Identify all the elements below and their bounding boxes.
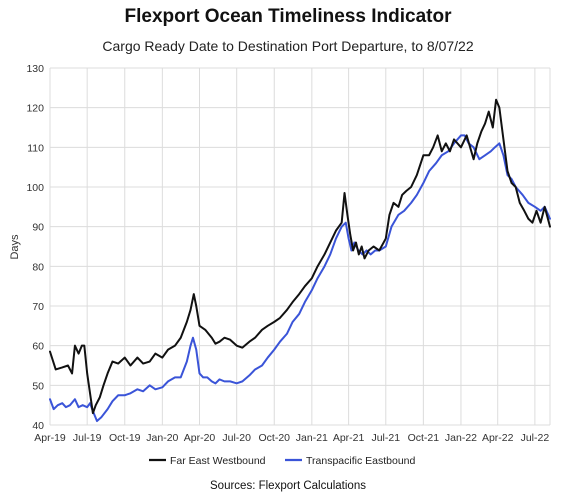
y-axis-title: Days xyxy=(9,234,21,260)
source-note: Sources: Flexport Calculations xyxy=(210,480,366,492)
y-tick-label: 120 xyxy=(26,103,44,115)
y-tick-label: 130 xyxy=(26,63,44,75)
y-axis-ticks: 40 50 60 70 80 90 100 110 120 130 xyxy=(26,63,44,432)
plot-lines xyxy=(49,98,551,423)
x-tick-label: Oct-21 xyxy=(408,432,440,444)
x-tick-label: Jan-20 xyxy=(146,432,178,444)
legend-label-far-east-westbound: Far East Westbound xyxy=(170,455,266,467)
x-tick-label: Apr-20 xyxy=(184,432,216,444)
y-tick-label: 110 xyxy=(27,142,44,154)
x-tick-label: Jul-21 xyxy=(371,432,400,444)
legend: Far East Westbound Transpacific Eastboun… xyxy=(149,455,415,467)
y-tick-label: 40 xyxy=(32,420,44,432)
x-tick-label: Jan-22 xyxy=(445,432,477,444)
x-tick-label: Jul-19 xyxy=(73,432,102,444)
series-line-far-east-westbound xyxy=(49,98,551,415)
x-tick-label: Apr-22 xyxy=(482,432,514,444)
x-tick-label: Jul-22 xyxy=(521,432,550,444)
y-tick-label: 70 xyxy=(32,301,44,313)
x-axis-ticks: Apr-19 Jul-19 Oct-19 Jan-20 Apr-20 Jul-20 Oct-… xyxy=(34,432,549,444)
x-tick-label: Jul-20 xyxy=(222,432,251,444)
y-tick-label: 80 xyxy=(32,261,44,273)
x-tick-label: Oct-19 xyxy=(109,432,141,444)
y-tick-label: 50 xyxy=(32,380,44,392)
y-tick-label: 60 xyxy=(32,341,44,353)
y-tick-label: 100 xyxy=(26,182,44,194)
chart-subtitle: Cargo Ready Date to Destination Port Dep… xyxy=(102,38,473,54)
x-tick-label: Apr-21 xyxy=(333,432,365,444)
legend-label-transpacific-eastbound: Transpacific Eastbound xyxy=(306,455,415,467)
chart-title: Flexport Ocean Timeliness Indicator xyxy=(125,6,453,27)
x-tick-label: Jan-21 xyxy=(296,432,328,444)
x-tick-label: Apr-19 xyxy=(34,432,66,444)
gridlines xyxy=(49,67,551,426)
x-tick-label: Oct-20 xyxy=(259,432,291,444)
y-tick-label: 90 xyxy=(32,222,44,234)
